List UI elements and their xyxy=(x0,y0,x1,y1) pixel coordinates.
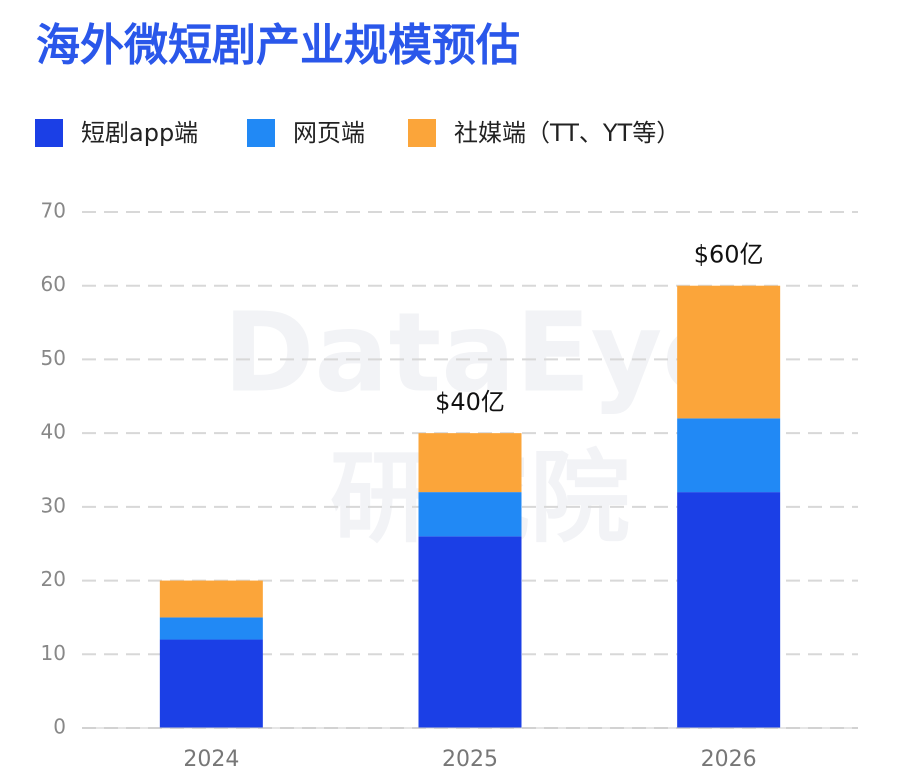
bar-segment xyxy=(677,492,781,728)
bar-segment xyxy=(159,639,263,728)
legend-swatch xyxy=(247,119,275,147)
bar-segment xyxy=(677,418,781,493)
bar-segment xyxy=(159,617,263,640)
y-tick-label: 40 xyxy=(41,420,66,444)
y-tick-label: 70 xyxy=(41,199,66,223)
y-tick-label: 20 xyxy=(41,567,66,591)
legend-label: 社媒端（TT、YT等） xyxy=(454,119,680,147)
bar-segment xyxy=(418,492,522,537)
watermark: DataEye xyxy=(223,288,737,416)
y-tick-label: 30 xyxy=(41,493,66,517)
total-label: $60亿 xyxy=(694,241,764,269)
bar-segment xyxy=(677,285,781,419)
y-tick-label: 60 xyxy=(41,272,66,296)
y-tick-label: 10 xyxy=(41,641,66,665)
x-tick-label: 2024 xyxy=(183,747,239,772)
total-label: $40亿 xyxy=(435,388,505,416)
x-tick-label: 2025 xyxy=(442,747,498,772)
legend-label: 短剧app端 xyxy=(81,119,198,147)
legend-swatch xyxy=(408,119,436,147)
bar-segment xyxy=(418,433,522,493)
y-tick-label: 50 xyxy=(41,346,66,370)
bar-segment xyxy=(159,580,263,618)
bar-segment xyxy=(418,536,522,728)
chart-title: 海外微短剧产业规模预估 xyxy=(36,20,520,71)
x-tick-label: 2026 xyxy=(701,747,757,772)
y-tick-label: 0 xyxy=(53,715,66,739)
legend-swatch xyxy=(35,119,63,147)
legend-label: 网页端 xyxy=(293,119,365,147)
